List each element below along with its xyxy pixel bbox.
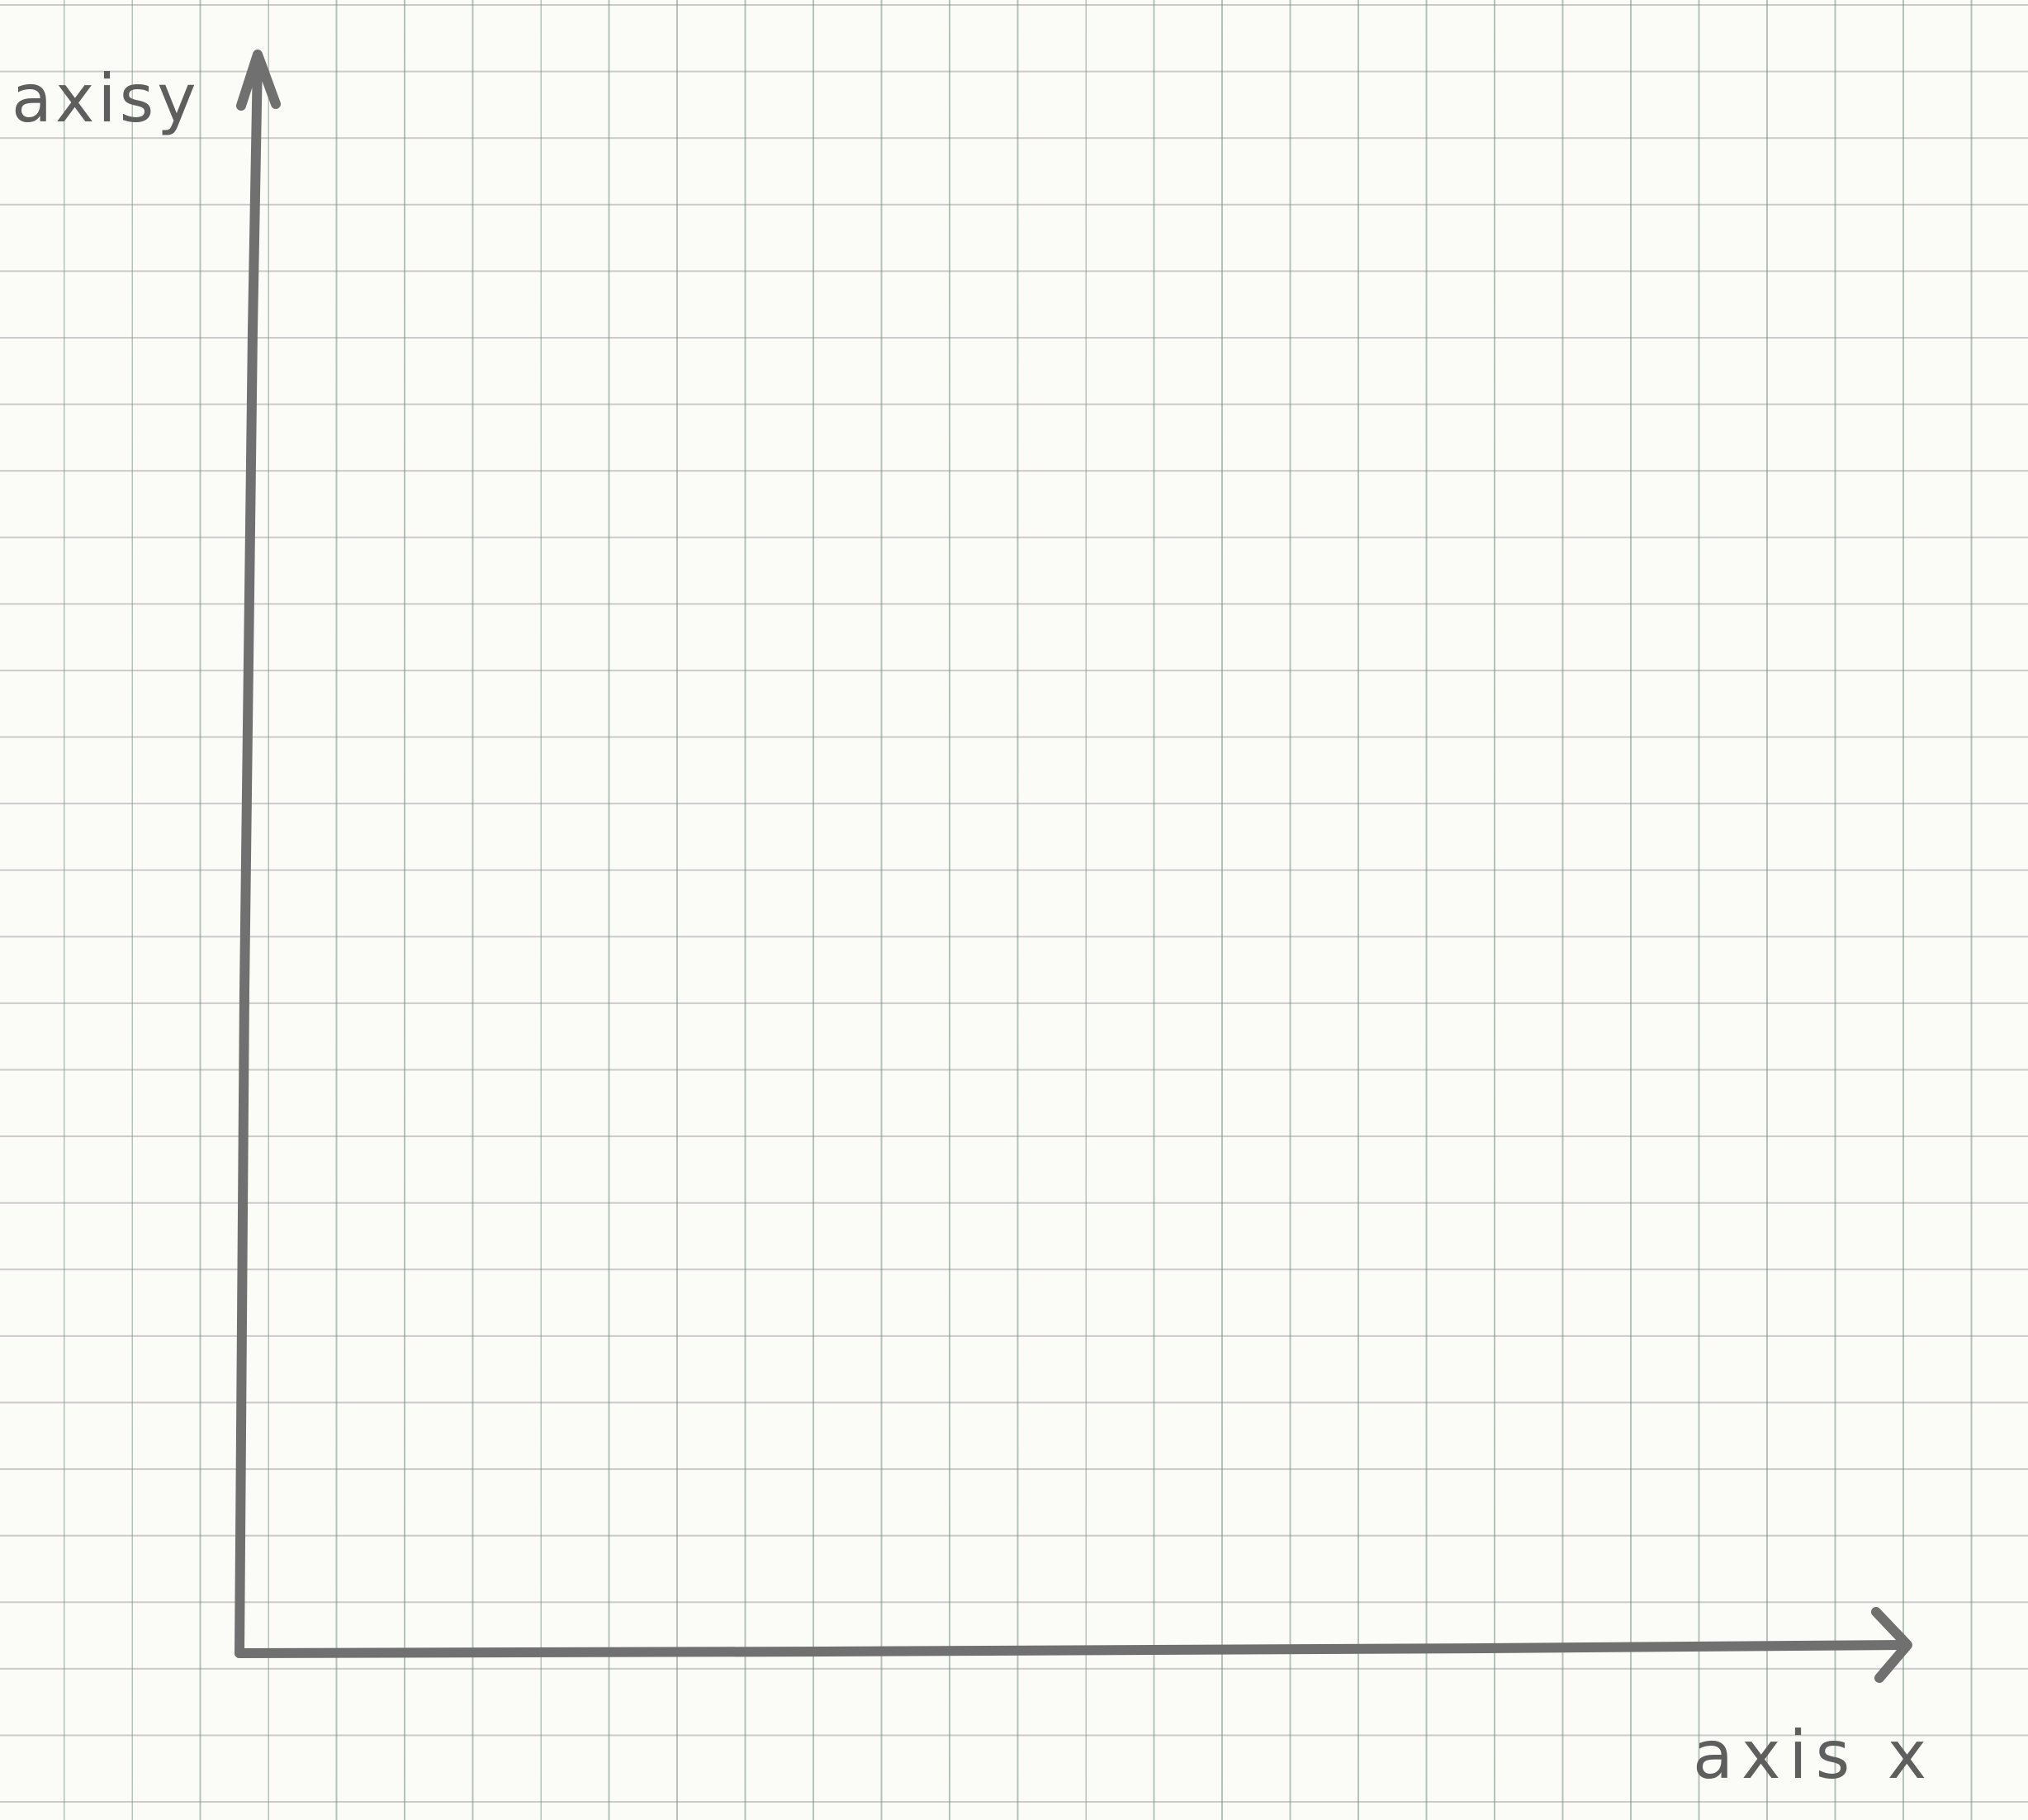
y-axis-arrowhead xyxy=(236,50,281,111)
x-axis-line xyxy=(235,1640,1909,1658)
x-axis-arrowhead xyxy=(1871,1607,1912,1683)
y-axis-label: axisy xyxy=(12,60,200,137)
x-axis-label: axis x xyxy=(1693,1717,1936,1794)
y-axis-line xyxy=(235,55,263,1658)
